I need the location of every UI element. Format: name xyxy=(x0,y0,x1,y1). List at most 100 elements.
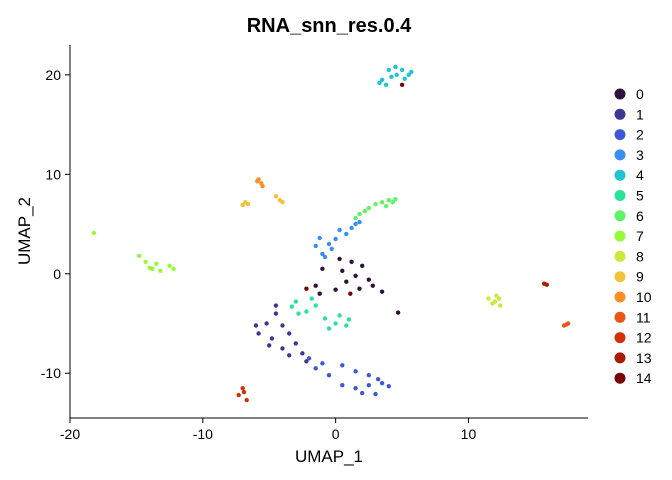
cluster-9-point xyxy=(245,201,251,207)
cluster-5-point xyxy=(304,309,309,314)
legend-label-6: 6 xyxy=(636,208,644,224)
cluster-4-point xyxy=(394,72,399,78)
cluster-11-point xyxy=(564,322,569,327)
cluster-3-point xyxy=(320,251,325,257)
legend-label-2: 2 xyxy=(636,127,644,143)
cluster-2-point xyxy=(306,356,312,361)
cluster-7-point xyxy=(91,230,97,236)
cluster-3-point xyxy=(337,227,342,233)
cluster-0-point xyxy=(344,279,349,284)
cluster-0-point xyxy=(353,273,358,278)
cluster-5-point xyxy=(322,316,328,321)
cluster-3-point xyxy=(313,243,318,249)
cluster-10-point xyxy=(255,179,260,184)
cluster-1-point xyxy=(267,343,272,348)
cluster-6-point xyxy=(379,200,385,205)
legend-label-5: 5 xyxy=(636,188,644,204)
legend-label-8: 8 xyxy=(636,248,644,264)
x-axis-title: UMAP_1 xyxy=(295,447,363,466)
cluster-6-point xyxy=(366,205,371,211)
legend-key-2 xyxy=(614,129,626,141)
x-axis-ticks: -20 -10 0 10 xyxy=(60,418,477,442)
cluster-0-point xyxy=(337,256,342,262)
x-tick-label: -10 xyxy=(193,426,213,442)
legend-key-0 xyxy=(614,88,626,100)
y-tick-label: 0 xyxy=(53,266,61,282)
y-tick-label: 20 xyxy=(45,67,61,83)
cluster-12-point xyxy=(240,386,245,391)
cluster-8-point xyxy=(490,301,495,306)
cluster-1-point xyxy=(280,323,285,328)
legend-label-11: 11 xyxy=(636,309,651,325)
cluster-8-point xyxy=(494,293,499,298)
cluster-5-point xyxy=(346,317,352,322)
cluster-2-point xyxy=(320,361,325,366)
cluster-4-point xyxy=(389,74,394,80)
x-tick-label: 10 xyxy=(461,426,477,442)
cluster-7-point xyxy=(136,253,142,259)
y-axis-ticks: -10 0 10 20 xyxy=(41,67,70,381)
cluster-3-point xyxy=(329,246,334,252)
cluster-1-point xyxy=(269,336,275,341)
cluster-0-point xyxy=(357,286,362,291)
cluster-1-point xyxy=(304,359,309,364)
cluster-7-point xyxy=(167,263,172,268)
cluster-6-point xyxy=(362,208,368,214)
cluster-0-point xyxy=(349,259,354,264)
cluster-2-point xyxy=(353,369,358,374)
legend-label-7: 7 xyxy=(636,228,644,244)
cluster-7-point xyxy=(143,259,148,264)
cluster-2-point xyxy=(326,373,332,378)
cluster-5-point xyxy=(326,326,332,331)
cluster-3-point xyxy=(357,219,362,225)
cluster-2-point xyxy=(386,384,391,389)
cluster-5-point xyxy=(309,296,314,301)
cluster-0-point xyxy=(333,287,338,292)
legend-key-8 xyxy=(614,250,626,262)
legend-key-11 xyxy=(614,311,626,323)
cluster-3-point xyxy=(322,254,328,260)
cluster-4-point xyxy=(383,82,389,88)
legend-key-13 xyxy=(614,352,626,364)
cluster-7-point xyxy=(171,266,176,271)
cluster-0-point xyxy=(320,266,325,271)
legend-label-12: 12 xyxy=(636,330,652,346)
cluster-4-point xyxy=(402,76,407,82)
legend-key-1 xyxy=(614,108,626,120)
cluster-5-point xyxy=(344,323,349,328)
cluster-4-point xyxy=(379,77,385,83)
cluster-14-point xyxy=(348,291,353,296)
cluster-3-point xyxy=(317,235,322,241)
cluster-2-point xyxy=(353,386,358,391)
legend-key-5 xyxy=(614,190,626,201)
cluster-2-point xyxy=(360,390,365,396)
cluster-7-point xyxy=(147,265,152,270)
legend-key-7 xyxy=(614,230,626,242)
y-tick-label: 10 xyxy=(45,166,61,182)
x-tick-label: 0 xyxy=(332,426,340,442)
cluster-1-point xyxy=(280,346,285,351)
cluster-5-point xyxy=(337,313,342,318)
cluster-1-point xyxy=(300,351,305,356)
cluster-8-point xyxy=(498,303,503,308)
cluster-1-point xyxy=(287,331,292,336)
cluster-2-point xyxy=(313,366,318,371)
cluster-0-point xyxy=(395,310,401,315)
cluster-5-point xyxy=(313,303,318,308)
cluster-2-point xyxy=(366,383,371,388)
cluster-0-point xyxy=(340,268,345,273)
cluster-1-point xyxy=(253,323,259,328)
cluster-4-point xyxy=(377,80,382,86)
cluster-0-point xyxy=(379,289,385,294)
x-tick-label: -20 xyxy=(60,426,80,442)
cluster-4-point xyxy=(386,67,391,73)
cluster-3-point xyxy=(353,221,358,227)
cluster-5-point xyxy=(293,299,298,304)
cluster-5-point xyxy=(289,304,294,309)
legend-label-3: 3 xyxy=(636,147,644,163)
legend-key-10 xyxy=(614,291,626,303)
cluster-2-point xyxy=(379,381,385,386)
legend-key-4 xyxy=(614,169,626,181)
cluster-7-point xyxy=(158,268,163,273)
